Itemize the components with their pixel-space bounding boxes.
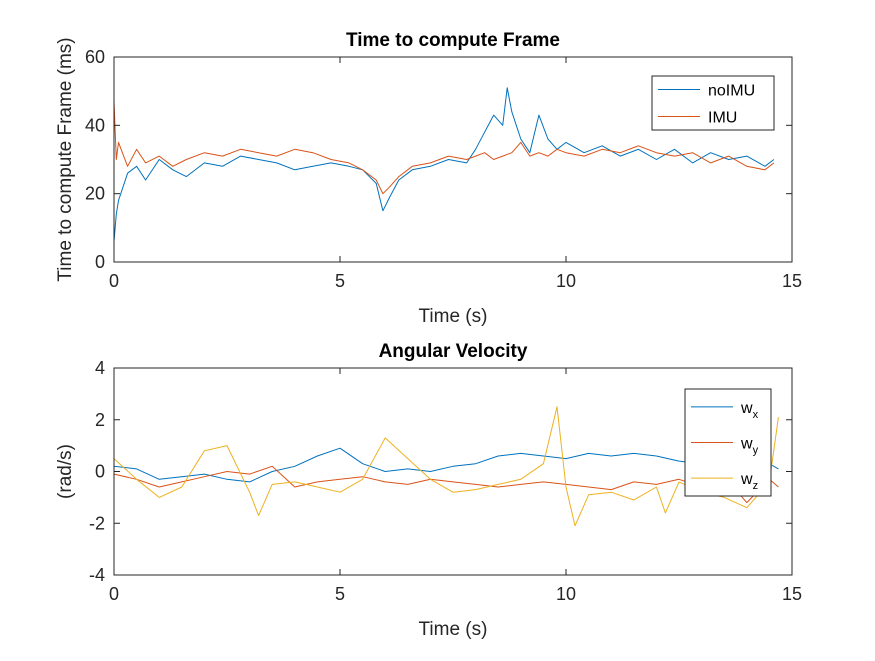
legend-entry: wz xyxy=(740,471,758,492)
legend-entry-subscript: y xyxy=(753,445,759,457)
x-tick-label: 5 xyxy=(335,271,345,291)
y-tick-label: -2 xyxy=(89,513,105,533)
y-tick-label: 0 xyxy=(95,462,105,482)
x-tick-label: 15 xyxy=(782,584,802,604)
legend-entry: noIMU xyxy=(708,83,755,100)
legend-entry-subscript: z xyxy=(753,480,759,492)
chart-angular-velocity: 0 5 10 15 -4 -2 0 2 4 Angular Velocity Time (s) (ra… xyxy=(55,341,802,640)
x-tick-label: 10 xyxy=(556,271,576,291)
series-line-0-1 xyxy=(113,101,775,195)
y-tick-label: 20 xyxy=(85,184,105,204)
x-tick-label: 10 xyxy=(556,584,576,604)
y-tick-label: 4 xyxy=(95,358,105,378)
series-line-1-2 xyxy=(113,406,779,527)
series-line-1-1 xyxy=(113,465,779,504)
chart-time-to-compute-frame: 0 5 10 15 0 20 40 60 Time to compute Frame Time (… xyxy=(55,30,802,327)
axes-box xyxy=(113,56,793,263)
y-axis-label: (rad/s) xyxy=(55,444,76,499)
legend-entry-name: w xyxy=(740,471,753,488)
x-axis-label: Time (s) xyxy=(419,306,488,327)
legend-entry-name: IMU xyxy=(708,110,737,127)
chart-title: Time to compute Frame xyxy=(346,30,560,51)
y-tick-label: 0 xyxy=(95,252,105,272)
series-line-0-0 xyxy=(113,87,775,242)
legend-box xyxy=(651,75,775,131)
x-tick-label: 0 xyxy=(109,584,119,604)
legend-entry-name: noIMU xyxy=(708,83,755,100)
x-tick-label: 5 xyxy=(335,584,345,604)
x-tick-label: 15 xyxy=(782,271,802,291)
legend-entry-name: w xyxy=(740,436,753,453)
series-line-1-0 xyxy=(113,447,779,483)
y-tick-label: 60 xyxy=(85,47,105,67)
y-tick-label: 2 xyxy=(95,410,105,430)
legend-entry: IMU xyxy=(708,110,737,127)
chart-title: Angular Velocity xyxy=(379,341,528,362)
legend-entry: wx xyxy=(740,400,759,421)
legend-entry-subscript: x xyxy=(753,409,759,421)
y-tick-label: -4 xyxy=(89,565,105,585)
x-axis-label: Time (s) xyxy=(419,619,488,640)
legend-entry-name: w xyxy=(740,400,753,417)
x-tick-label: 0 xyxy=(109,271,119,291)
y-axis-label: Time to compute Frame (ms) xyxy=(55,37,76,281)
y-tick-label: 40 xyxy=(85,115,105,135)
legend: noIMU IMU xyxy=(651,75,775,131)
legend-entry: wy xyxy=(740,436,759,457)
